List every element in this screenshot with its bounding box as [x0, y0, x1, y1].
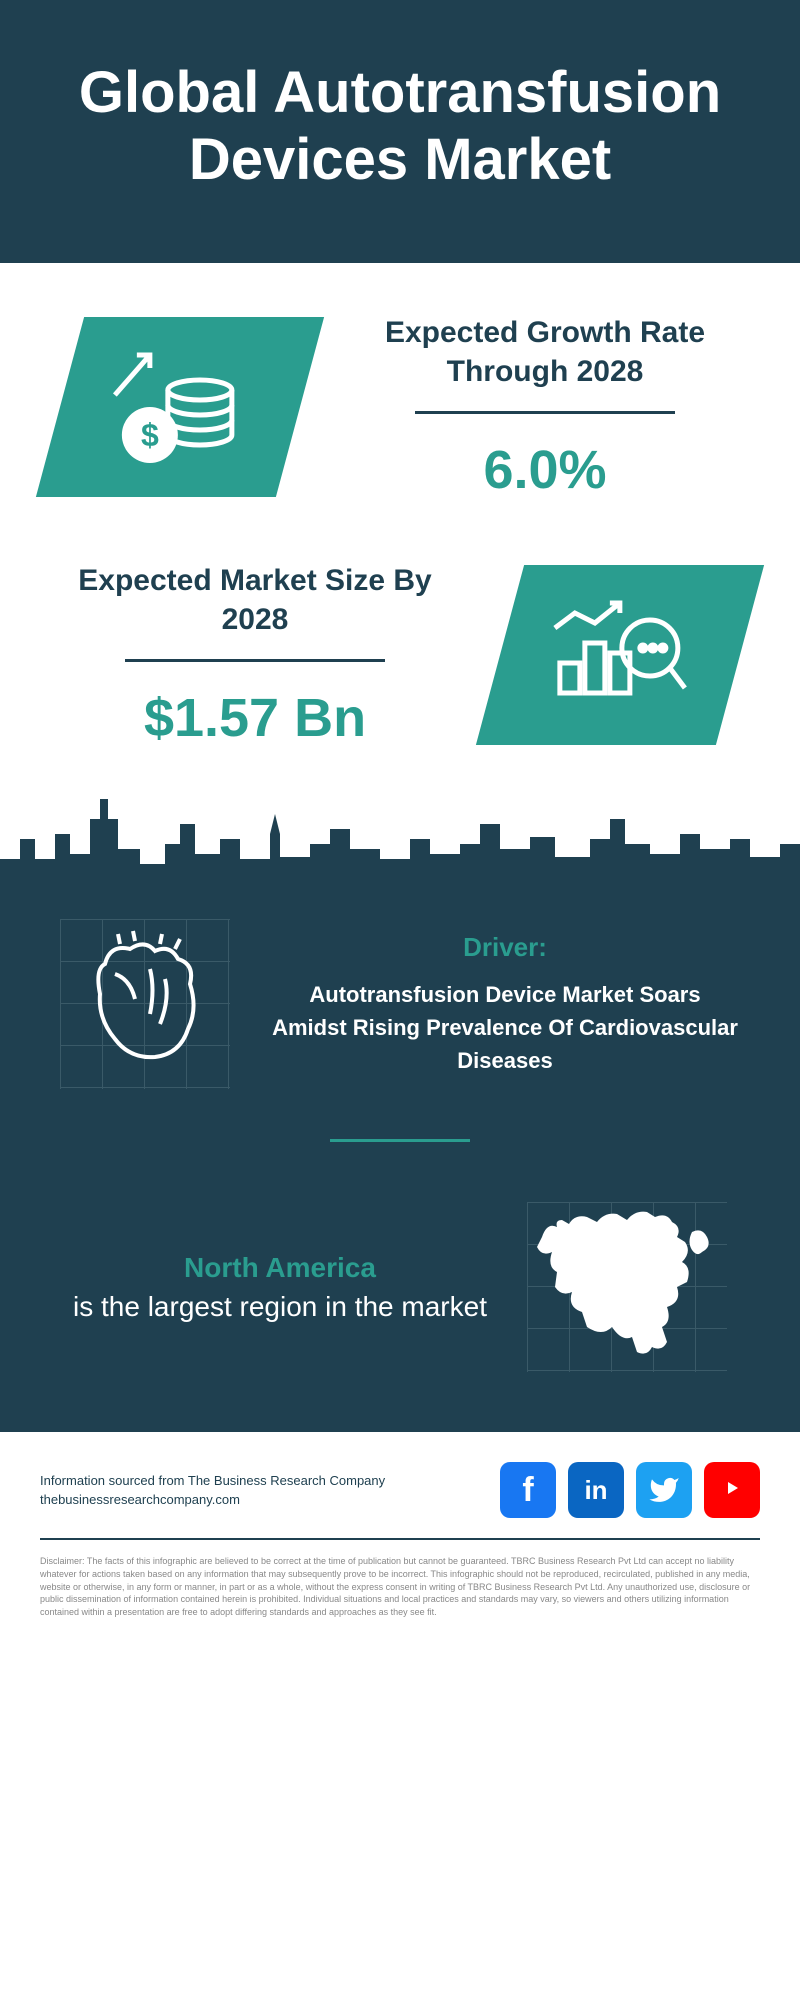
growth-row: $ Expected Growth Rate Through 2028 6.0%	[60, 313, 740, 501]
money-growth-icon: $	[105, 340, 255, 470]
driver-description: Autotransfusion Device Market Soars Amid…	[270, 978, 740, 1077]
map-box	[527, 1202, 727, 1372]
divider	[125, 659, 385, 662]
skyline-silhouette	[0, 789, 800, 889]
disclaimer-text: Disclaimer: The facts of this infographi…	[40, 1555, 760, 1618]
footer-top: Information sourced from The Business Re…	[40, 1462, 760, 1540]
footer: Information sourced from The Business Re…	[0, 1432, 800, 1638]
heart-icon-box	[60, 919, 230, 1089]
twitter-icon[interactable]	[636, 1462, 692, 1518]
region-text: North America is the largest region in t…	[73, 1248, 487, 1326]
north-america-map-icon	[527, 1202, 727, 1372]
market-size-text: Expected Market Size By 2028 $1.57 Bn	[60, 561, 450, 749]
growth-text: Expected Growth Rate Through 2028 6.0%	[350, 313, 740, 501]
market-size-row: Expected Market Size By 2028 $1.57 Bn	[60, 561, 740, 749]
growth-value: 6.0%	[350, 439, 740, 501]
social-icons: f in	[500, 1462, 760, 1518]
dark-section: Driver: Autotransfusion Device Market So…	[0, 889, 800, 1432]
driver-label: Driver:	[270, 932, 740, 963]
driver-row: Driver: Autotransfusion Device Market So…	[60, 919, 740, 1089]
header: Global Autotransfusion Devices Market	[0, 0, 800, 263]
divider	[415, 411, 675, 414]
growth-icon-box: $	[36, 317, 324, 497]
region-row: North America is the largest region in t…	[60, 1202, 740, 1372]
chart-search-icon	[545, 593, 695, 713]
svg-text:$: $	[141, 417, 159, 453]
market-size-label: Expected Market Size By 2028	[60, 561, 450, 639]
source-text: Information sourced from The Business Re…	[40, 1471, 385, 1510]
section-divider	[330, 1139, 470, 1142]
market-icon-box	[476, 565, 764, 745]
linkedin-icon[interactable]: in	[568, 1462, 624, 1518]
stats-section: $ Expected Growth Rate Through 2028 6.0%…	[0, 263, 800, 789]
page-title: Global Autotransfusion Devices Market	[40, 60, 760, 193]
driver-text: Driver: Autotransfusion Device Market So…	[270, 932, 740, 1077]
region-rest: is the largest region in the market	[73, 1291, 487, 1322]
youtube-icon[interactable]	[704, 1462, 760, 1518]
heart-anatomy-icon	[60, 919, 230, 1089]
market-size-value: $1.57 Bn	[60, 687, 450, 749]
facebook-icon[interactable]: f	[500, 1462, 556, 1518]
region-highlight: North America	[184, 1252, 376, 1283]
growth-label: Expected Growth Rate Through 2028	[350, 313, 740, 391]
